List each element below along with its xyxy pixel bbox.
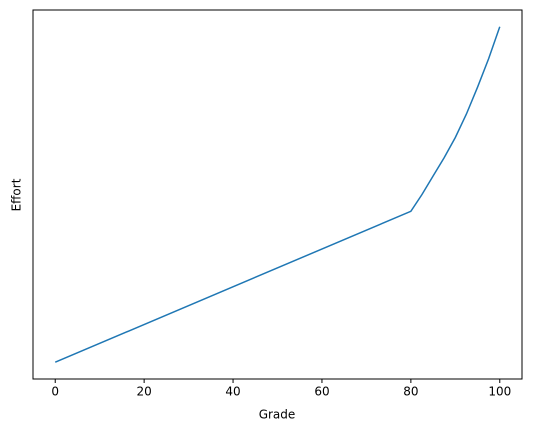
x-tick-label: 20: [136, 385, 151, 399]
x-tick-label: 0: [51, 385, 59, 399]
x-tick-label: 80: [403, 385, 418, 399]
y-axis-label: Effort: [10, 178, 24, 211]
axes-frame: [32, 9, 523, 380]
x-tick-label: 100: [488, 385, 511, 399]
x-tick-label: 60: [314, 385, 329, 399]
data-line: [54, 26, 501, 363]
x-axis-label: Grade: [259, 408, 296, 422]
x-tick-label: 40: [225, 385, 240, 399]
